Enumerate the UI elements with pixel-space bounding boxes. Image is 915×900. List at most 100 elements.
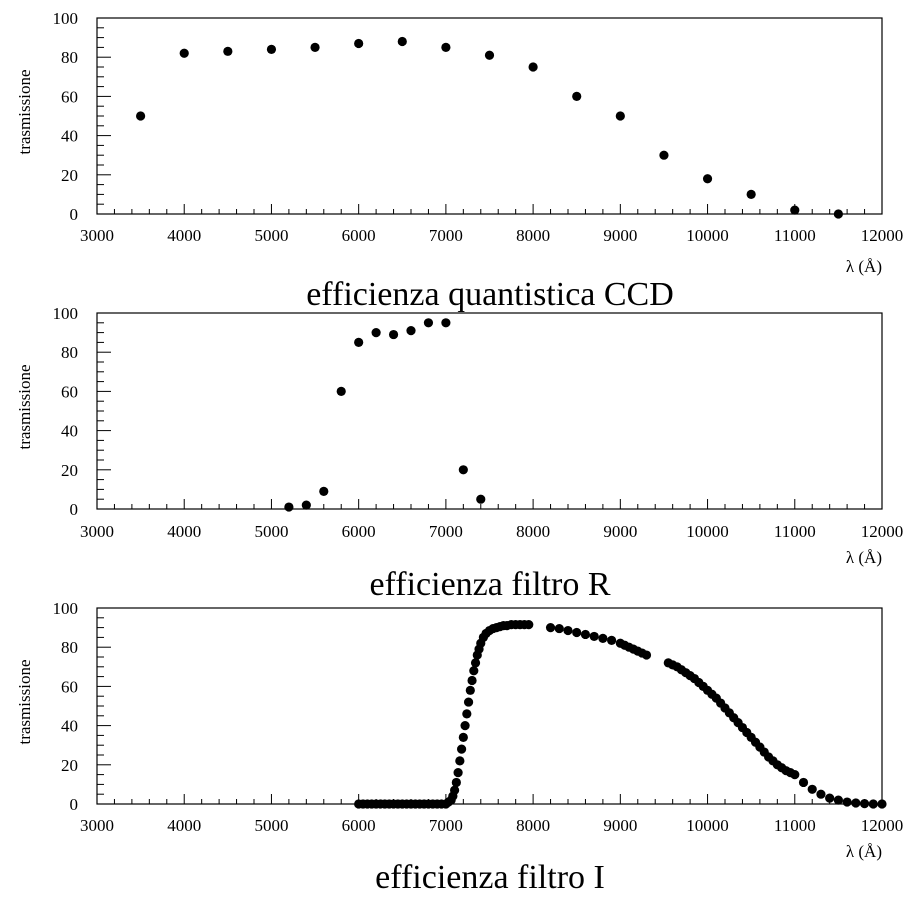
- chart-panel-1: 3000 4000 5000 6000 7000 8000 9000 10000 11000 12…: [15, 9, 903, 313]
- x-tick-label: 4000: [167, 522, 201, 541]
- data-point: [554, 623, 564, 634]
- data-point: [825, 793, 835, 803]
- data-point: [563, 625, 573, 636]
- data-point: [702, 174, 713, 184]
- data-point: [580, 629, 591, 640]
- x-tick-label: 11000: [774, 816, 816, 835]
- data-point: [790, 205, 800, 215]
- plot-frame: [96, 17, 883, 215]
- chart-panel-3: 3000 4000 5000 6000 7000 8000 9000 10000 11000 12…: [15, 599, 903, 896]
- x-tick-label: 11000: [774, 522, 816, 541]
- x-tick-label: 3000: [80, 816, 114, 835]
- x-tick-label: 12000: [861, 522, 904, 541]
- chart-caption: efficienza filtro R: [369, 566, 610, 603]
- data-point: [833, 795, 843, 805]
- data-point: [659, 150, 669, 160]
- x-tick-label: 8000: [516, 522, 550, 541]
- y-tick-label: 60: [61, 382, 78, 401]
- data-point: [470, 658, 481, 668]
- y-tick-label: 20: [61, 461, 78, 480]
- data-point: [453, 768, 463, 778]
- data-point: [524, 620, 534, 630]
- x-tick-label: 6000: [342, 226, 376, 245]
- data-point: [833, 209, 843, 219]
- data-point: [589, 631, 599, 642]
- y-tick-label: 60: [61, 87, 78, 106]
- data-point: [484, 50, 495, 60]
- data-point: [458, 732, 468, 742]
- data-point: [877, 799, 887, 809]
- y-tick-label: 40: [61, 717, 78, 736]
- data-point: [465, 685, 475, 695]
- data-point: [388, 329, 399, 340]
- data-point: [807, 784, 817, 794]
- data-point: [798, 777, 809, 788]
- data-point: [598, 633, 608, 643]
- data-point: [371, 328, 381, 338]
- plot-frame: [96, 607, 883, 805]
- y-axis-label: trasmissione: [15, 660, 34, 745]
- y-tick-label: 40: [61, 422, 78, 441]
- y-tick-label: 80: [61, 638, 78, 657]
- x-tick-label: 12000: [861, 226, 904, 245]
- data-point: [615, 111, 625, 121]
- data-point: [641, 650, 652, 660]
- data-point: [319, 486, 329, 496]
- data-point: [816, 789, 826, 799]
- data-point: [354, 337, 364, 347]
- chart-caption: efficienza quantistica CCD: [306, 276, 674, 313]
- x-tick-label: 10000: [686, 226, 729, 245]
- x-tick-label: 5000: [254, 226, 288, 245]
- data-point: [476, 494, 486, 504]
- y-tick-label: 60: [61, 677, 78, 696]
- y-tick-label: 20: [61, 166, 78, 185]
- y-tick-label: 100: [53, 599, 79, 618]
- x-tick-label: 5000: [254, 522, 288, 541]
- data-point: [423, 318, 434, 328]
- data-point: [467, 675, 477, 686]
- data-point: [179, 48, 189, 58]
- chart-panel-2: 3000 4000 5000 6000 7000 8000 9000 10000 11000 12…: [15, 304, 903, 603]
- data-point: [223, 46, 233, 56]
- data-point: [310, 42, 320, 53]
- data-point: [746, 189, 756, 199]
- x-tick-label: 7000: [429, 522, 463, 541]
- data-point: [441, 318, 451, 328]
- data-point: [450, 785, 460, 795]
- data-point: [397, 36, 407, 47]
- y-tick-label: 80: [61, 48, 78, 67]
- data-point: [528, 62, 538, 72]
- data-point: [868, 799, 878, 809]
- data-point: [456, 744, 467, 754]
- x-tick-label: 9000: [603, 816, 637, 835]
- data-point: [851, 798, 861, 808]
- x-tick-label: 3000: [80, 522, 114, 541]
- data-point: [859, 799, 870, 809]
- x-tick-label: 6000: [342, 816, 376, 835]
- x-tick-label: 4000: [167, 226, 201, 245]
- data-point: [462, 709, 472, 719]
- data-point: [463, 697, 474, 707]
- y-tick-label: 100: [53, 9, 79, 28]
- data-point: [790, 770, 800, 780]
- x-tick-label: 11000: [774, 226, 816, 245]
- y-tick-label: 0: [70, 205, 79, 224]
- x-axis-label: λ (Å): [846, 842, 882, 861]
- x-tick-label: 9000: [603, 522, 637, 541]
- y-tick-label: 80: [61, 343, 78, 362]
- x-tick-label: 7000: [429, 816, 463, 835]
- data-point: [607, 635, 617, 645]
- x-tick-label: 7000: [429, 226, 463, 245]
- data-point: [336, 386, 346, 396]
- data-point: [284, 502, 294, 512]
- y-tick-label: 100: [53, 304, 79, 323]
- data-point: [460, 721, 470, 731]
- data-point: [572, 91, 582, 101]
- y-tick-label: 20: [61, 756, 78, 775]
- plot-frame: [96, 312, 883, 510]
- x-tick-label: 4000: [167, 816, 201, 835]
- x-tick-label: 6000: [342, 522, 376, 541]
- y-axis-label: trasmissione: [15, 70, 34, 155]
